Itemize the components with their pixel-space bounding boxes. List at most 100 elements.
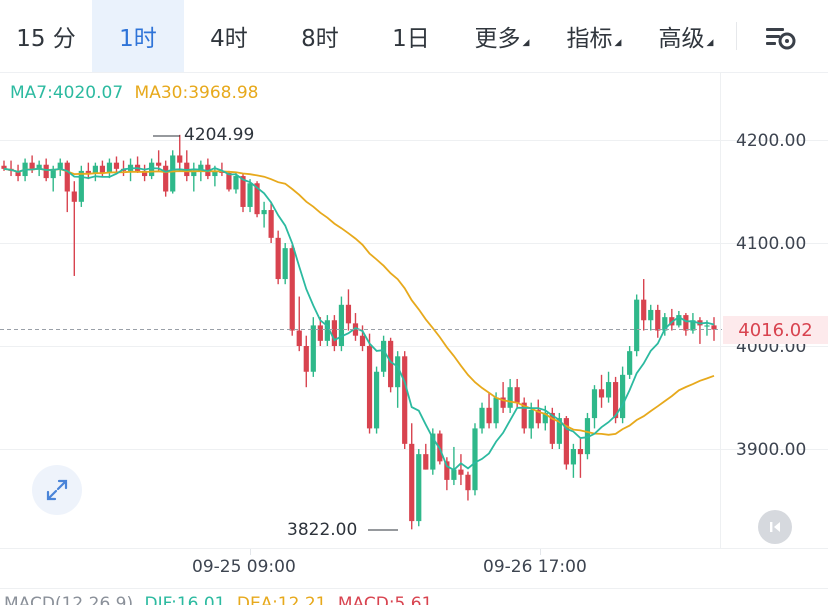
tab-label: 1日 <box>392 26 430 52</box>
candle-body <box>296 330 302 346</box>
candle-body <box>99 165 106 173</box>
tab-label: 更多 <box>474 26 521 52</box>
candle-body <box>472 428 478 491</box>
candle-body <box>409 443 415 522</box>
candle-body <box>226 172 232 190</box>
tab-label: 高级 <box>658 26 705 52</box>
candle-body <box>620 374 626 419</box>
tab-label: 1时 <box>119 26 157 52</box>
tab-6[interactable]: 指标 ◢ <box>548 0 640 72</box>
candle-body <box>416 454 422 522</box>
tab-4[interactable]: 1日 <box>366 0 456 72</box>
ma7-line <box>3 167 715 471</box>
price-tick: 4100.00 <box>736 234 807 254</box>
scroll-to-latest-button[interactable] <box>758 510 792 544</box>
candle-body <box>479 407 485 429</box>
rewind-icon <box>770 522 780 532</box>
candle-body <box>170 155 176 192</box>
candle-body <box>556 418 562 444</box>
candle-body <box>212 170 218 177</box>
ma30-value: MA30:3968.98 <box>134 83 259 103</box>
tab-label: 指标 <box>566 26 613 52</box>
candle-body <box>683 315 689 331</box>
candle-body <box>1 165 7 169</box>
time-tick: 09-26 17:00 <box>483 557 587 577</box>
candle-body <box>106 162 113 173</box>
candle-body <box>338 304 345 346</box>
dropdown-caret-icon: ◢ <box>706 38 714 48</box>
candle-body <box>191 170 197 177</box>
candle-body <box>641 299 647 321</box>
candle-body <box>275 237 281 280</box>
candle-body <box>444 461 450 480</box>
candle-body <box>303 346 309 372</box>
candle-body <box>352 323 359 336</box>
gridline <box>0 346 828 347</box>
candle-body <box>563 418 569 465</box>
expand-icon <box>46 479 68 501</box>
candle-body <box>542 412 548 424</box>
candle-body <box>254 183 260 215</box>
macd-histogram-value: MACD:5.61 <box>337 594 433 605</box>
candle-body <box>71 191 77 202</box>
candle-body <box>310 325 316 372</box>
candle-body <box>570 449 577 465</box>
candle-body <box>43 164 49 179</box>
candle-body <box>113 162 120 169</box>
candle-body <box>29 162 35 169</box>
candle-body <box>388 340 394 388</box>
candle-body <box>528 409 534 429</box>
candle-body <box>345 304 352 324</box>
candle-body <box>711 325 717 330</box>
candle-body <box>317 325 323 341</box>
interval-tab-bar: 15 分 1时 4时 8时 1日 更多 ◢ 指标 ◢ 高级 ◢ <box>0 0 828 73</box>
candle-body <box>240 176 246 207</box>
candle-body <box>500 397 506 408</box>
candle-body <box>627 351 633 375</box>
candle-body <box>36 164 42 169</box>
candle-body <box>366 346 373 429</box>
tab-1[interactable]: 1时 <box>92 0 184 72</box>
dropdown-caret-icon: ◢ <box>614 38 622 48</box>
tab-label: 15 分 <box>16 26 76 52</box>
candle-body <box>198 164 204 171</box>
current-price-tag: 4016.02 <box>723 316 828 344</box>
candle-body <box>149 162 155 177</box>
ma-indicator-legend: MA7:4020.07 MA30:3968.98 <box>10 83 259 103</box>
candle-body <box>85 170 91 173</box>
fullscreen-button[interactable] <box>32 465 82 515</box>
candle-body <box>676 315 682 326</box>
candle-body <box>15 170 21 177</box>
candle-body <box>247 183 253 207</box>
candle-body <box>549 412 555 444</box>
time-axis: 09-25 09:00 09-26 17:00 <box>0 548 828 589</box>
candle-body <box>465 474 471 491</box>
candle-body <box>324 320 330 341</box>
candle-body <box>458 469 464 475</box>
price-axis-divider <box>720 72 721 548</box>
candle-body <box>577 449 584 455</box>
tab-0[interactable]: 15 分 <box>0 0 92 72</box>
candle-body <box>704 325 710 327</box>
gridline <box>0 140 828 141</box>
candle-body <box>50 168 56 179</box>
tab-7[interactable]: 高级 ◢ <box>640 0 732 72</box>
gridline <box>0 243 828 244</box>
tab-label: 4时 <box>210 26 248 52</box>
candle-body <box>261 210 267 215</box>
macd-dea: DEA:12.21 <box>236 594 327 605</box>
candle-body <box>282 248 288 280</box>
tab-5[interactable]: 更多 ◢ <box>456 0 548 72</box>
candle-body <box>233 176 239 190</box>
candle-body <box>359 335 366 346</box>
chart-settings-icon[interactable] <box>760 20 800 54</box>
time-tick: 09-25 09:00 <box>192 557 296 577</box>
candle-body <box>486 407 492 424</box>
candle-body <box>535 409 541 424</box>
tab-2[interactable]: 4时 <box>184 0 274 72</box>
candle-body <box>156 162 162 166</box>
macd-title: MACD(12,26,9) <box>4 594 134 605</box>
tab-3[interactable]: 8时 <box>274 0 366 72</box>
ma7-value: MA7:4020.07 <box>10 83 124 103</box>
